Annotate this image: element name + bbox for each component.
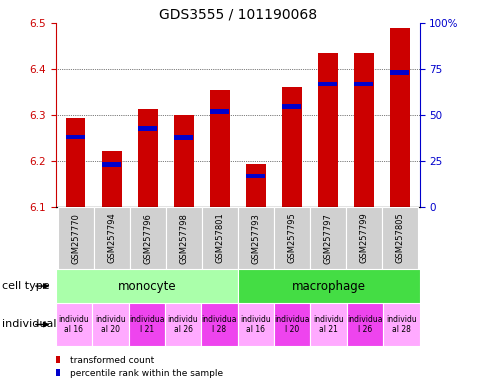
Text: individua
l 26: individua l 26 xyxy=(347,315,382,334)
Bar xyxy=(210,109,228,114)
Bar xyxy=(317,53,337,207)
Text: GSM257797: GSM257797 xyxy=(322,213,332,263)
Bar xyxy=(56,269,237,303)
Bar xyxy=(273,207,309,269)
Text: GSM257795: GSM257795 xyxy=(287,213,296,263)
Bar xyxy=(382,303,419,346)
Bar xyxy=(165,207,201,269)
Bar xyxy=(309,207,345,269)
Text: individua
l 21: individua l 21 xyxy=(129,315,164,334)
Text: individua
l 28: individua l 28 xyxy=(201,315,237,334)
Bar xyxy=(353,53,373,207)
Bar xyxy=(246,174,265,178)
Bar xyxy=(390,70,408,74)
Bar xyxy=(310,303,346,346)
Bar xyxy=(237,303,273,346)
Bar xyxy=(201,303,237,346)
Bar xyxy=(165,303,201,346)
Bar xyxy=(245,164,265,207)
Bar xyxy=(209,90,229,207)
Text: GSM257770: GSM257770 xyxy=(71,213,80,263)
Bar xyxy=(281,87,301,207)
Text: monocyte: monocyte xyxy=(117,280,176,293)
Bar xyxy=(137,109,157,207)
Text: GSM257805: GSM257805 xyxy=(394,213,403,263)
Text: individu
al 20: individu al 20 xyxy=(95,315,125,334)
Text: transformed count: transformed count xyxy=(70,356,154,365)
Text: GSM257798: GSM257798 xyxy=(179,213,188,263)
Text: GSM257801: GSM257801 xyxy=(215,213,224,263)
Text: individu
al 16: individu al 16 xyxy=(240,315,271,334)
Text: GSM257796: GSM257796 xyxy=(143,213,152,263)
Bar xyxy=(93,207,129,269)
Bar xyxy=(102,162,121,167)
Bar xyxy=(66,134,85,139)
Bar xyxy=(92,303,128,346)
Bar xyxy=(138,126,157,131)
Text: individu
al 28: individu al 28 xyxy=(385,315,416,334)
Bar xyxy=(65,118,85,207)
Text: individual: individual xyxy=(2,319,57,329)
Bar xyxy=(102,151,121,207)
Title: GDS3555 / 101190068: GDS3555 / 101190068 xyxy=(158,8,316,22)
Bar xyxy=(318,81,336,86)
Bar xyxy=(381,207,417,269)
Bar xyxy=(273,303,310,346)
Text: macrophage: macrophage xyxy=(291,280,365,293)
Bar xyxy=(174,135,193,140)
Text: percentile rank within the sample: percentile rank within the sample xyxy=(70,369,223,378)
Bar xyxy=(237,269,419,303)
Bar xyxy=(282,104,301,109)
Text: individua
l 20: individua l 20 xyxy=(274,315,309,334)
Bar xyxy=(128,303,165,346)
Bar xyxy=(354,81,372,86)
Bar xyxy=(237,207,273,269)
Bar xyxy=(346,303,382,346)
Text: GSM257799: GSM257799 xyxy=(359,213,367,263)
Bar xyxy=(345,207,381,269)
Text: GSM257793: GSM257793 xyxy=(251,213,259,263)
Bar xyxy=(173,115,193,207)
Text: GSM257794: GSM257794 xyxy=(107,213,116,263)
Text: individu
al 26: individu al 26 xyxy=(167,315,198,334)
Bar xyxy=(56,303,92,346)
Bar xyxy=(201,207,237,269)
Text: individu
al 21: individu al 21 xyxy=(313,315,343,334)
Bar xyxy=(129,207,165,269)
Bar xyxy=(58,207,93,269)
Text: cell type: cell type xyxy=(2,281,50,291)
Text: individu
al 16: individu al 16 xyxy=(59,315,89,334)
Bar xyxy=(389,28,409,207)
